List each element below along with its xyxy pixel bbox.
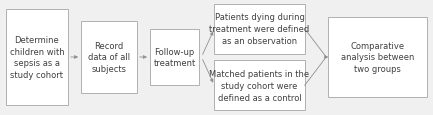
FancyBboxPatch shape — [81, 22, 137, 93]
Text: Follow-up
treatment: Follow-up treatment — [153, 47, 196, 68]
Text: Record
data of all
subjects: Record data of all subjects — [88, 41, 130, 74]
FancyBboxPatch shape — [6, 10, 68, 105]
FancyBboxPatch shape — [214, 61, 305, 110]
Text: Matched patients in the
study cohort were
defined as a control: Matched patients in the study cohort wer… — [210, 69, 310, 102]
FancyBboxPatch shape — [328, 18, 427, 97]
FancyBboxPatch shape — [150, 29, 199, 86]
Text: Determine
children with
sepsis as a
study cohort: Determine children with sepsis as a stud… — [10, 36, 64, 79]
FancyBboxPatch shape — [214, 5, 305, 54]
Text: Comparative
analysis between
two groups: Comparative analysis between two groups — [341, 41, 414, 74]
Text: Patients dying during
treatment were defined
as an observation: Patients dying during treatment were def… — [210, 13, 310, 46]
